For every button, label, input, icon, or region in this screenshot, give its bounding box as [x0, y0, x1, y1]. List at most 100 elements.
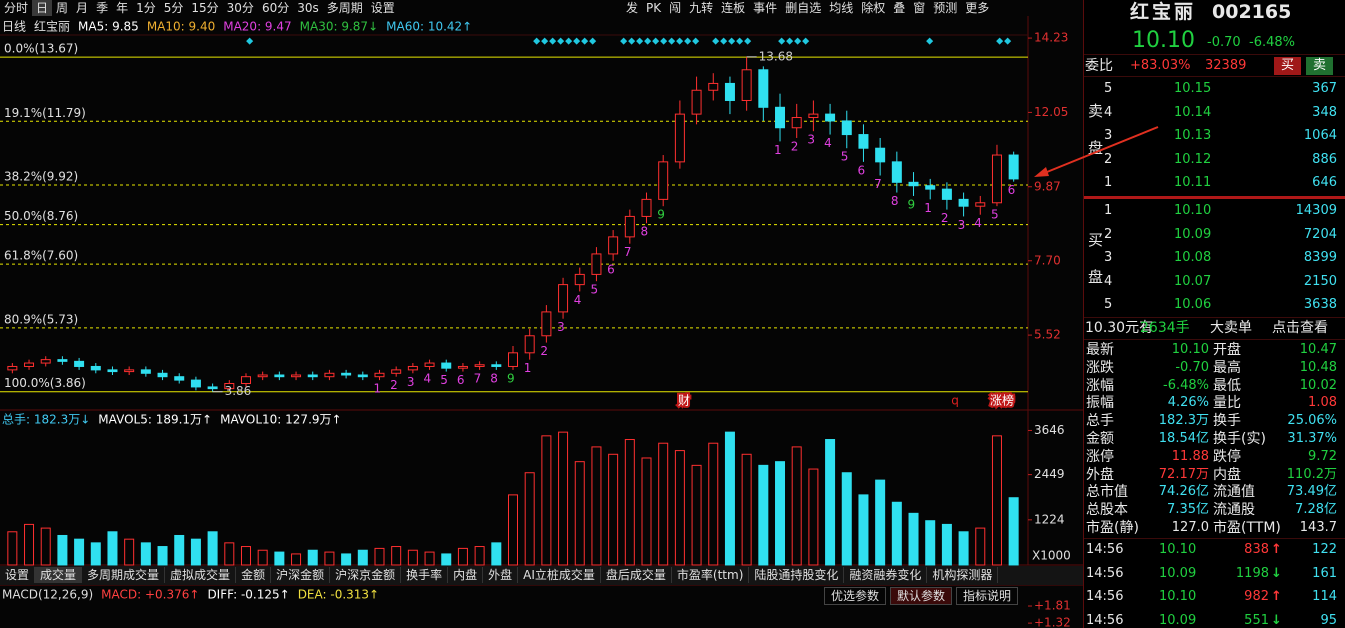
wei-bi: +83.03% [1130, 58, 1191, 73]
candle-body [107, 369, 118, 373]
indicator-tab[interactable]: 融资融券变化 [844, 567, 928, 583]
divider [1084, 196, 1345, 199]
stat-value: 74.26亿 [1158, 484, 1209, 500]
period-tab[interactable]: 设置 [370, 1, 395, 15]
fib-label: 0.0%(13.67) [4, 42, 78, 56]
indicator-button[interactable]: 优选参数 [824, 587, 887, 605]
tick-price: 10.10 [1159, 589, 1197, 604]
action-button[interactable]: 均线 [829, 1, 854, 15]
volume-bar [991, 435, 1002, 566]
indicator-tab[interactable]: 机构探测器 [927, 567, 999, 583]
stat-value: 143.7 [1299, 520, 1337, 535]
period-tab[interactable]: 分时 [4, 1, 29, 15]
indicator-tab[interactable]: 市盈率(ttm) [672, 567, 750, 583]
indicator-tab[interactable]: 换手率 [401, 567, 449, 583]
action-button[interactable]: 事件 [753, 1, 778, 15]
period-tab[interactable]: 日 [32, 0, 53, 16]
buy-button[interactable]: 买 [1274, 57, 1302, 75]
candle-body [157, 372, 168, 378]
indicator-tab[interactable]: 金额 [236, 567, 272, 583]
indicator-tab[interactable]: 成交量 [35, 567, 83, 583]
action-button[interactable]: 连板 [721, 1, 746, 15]
candle-body [791, 117, 802, 129]
period-tab[interactable]: 5分 [163, 1, 184, 15]
action-button[interactable]: PK [646, 1, 662, 15]
td-count: 5 [440, 373, 448, 387]
volume-bar [558, 431, 569, 566]
volume-bar [190, 538, 201, 566]
level: 2 [1104, 226, 1113, 242]
candle-body [74, 360, 85, 367]
fib-label: 19.1%(11.79) [4, 106, 86, 120]
volume-bar [908, 512, 919, 566]
action-button[interactable]: 叠 [893, 1, 906, 15]
indicator-tab[interactable]: 陆股通持股变化 [749, 567, 845, 583]
indicator-button[interactable]: 默认参数 [890, 587, 953, 605]
sell-button[interactable]: 卖 [1306, 57, 1334, 75]
period-tab[interactable]: 60分 [261, 1, 290, 15]
volume-bar [57, 534, 68, 566]
indicator-tab[interactable]: 盘后成交量 [601, 567, 672, 583]
max-label: 13.68 [759, 49, 793, 63]
period-bar: 分时日周月季年 1分 5分 15分 30分 60分 30s 多周期 设置 [0, 0, 399, 16]
big-order[interactable]: 点击查看 [1272, 320, 1328, 336]
period-tab[interactable]: 月 [76, 1, 89, 15]
period-tab[interactable]: 周 [56, 1, 69, 15]
indicator-tab[interactable]: 虚拟成交量 [165, 567, 237, 583]
volume-legend: 总手: 182.3万↓ [2, 413, 90, 427]
action-button[interactable]: 预测 [933, 1, 958, 15]
level: 1 [1104, 203, 1113, 218]
indicator-tab[interactable]: 设置 [0, 567, 36, 583]
tick-arrow: ↑ [1271, 589, 1282, 604]
stat-label: 换手 [1213, 413, 1241, 430]
action-button[interactable]: 九转 [689, 1, 714, 15]
td-count: 9 [908, 197, 916, 211]
volume-bar [240, 546, 251, 566]
indicator-tab[interactable]: 内盘 [448, 567, 484, 583]
stat-value: -0.70 [1175, 359, 1209, 375]
candle-body [40, 359, 51, 364]
stat-label: 跌停 [1213, 448, 1241, 465]
indicator-tab[interactable]: 沪深京金额 [330, 567, 402, 583]
period-tab[interactable]: 季 [96, 1, 109, 15]
ask-volume: 367 [1312, 81, 1337, 96]
stat-label: 最新 [1086, 342, 1114, 358]
stat-label: 换手(实) [1213, 431, 1266, 447]
volume-bar [674, 450, 685, 566]
big-order: 大卖单 [1210, 320, 1252, 336]
candle-body [891, 161, 902, 183]
action-button[interactable]: 删自选 [785, 1, 822, 15]
action-button[interactable]: 闯 [669, 1, 682, 15]
stat-value: 18.54亿 [1158, 431, 1209, 446]
candle-body [307, 374, 318, 378]
period-tab[interactable]: 15分 [191, 1, 219, 15]
period-tab[interactable]: 1分 [136, 1, 156, 15]
candle-body [574, 273, 585, 286]
indicator-tab[interactable]: 多周期成交量 [82, 567, 166, 583]
candle-body [407, 365, 418, 371]
period-tab[interactable]: 30分 [226, 1, 254, 15]
indicator-tab[interactable]: 外盘 [483, 567, 519, 583]
stat-label: 市盈(静) [1086, 520, 1139, 536]
stat-label: 涨幅 [1086, 377, 1114, 394]
candle-body [291, 374, 302, 378]
td-count: 9 [657, 208, 665, 222]
action-button[interactable]: 更多 [965, 1, 990, 15]
indicator-tab[interactable]: AI立桩成交量 [518, 567, 601, 583]
candle-body [257, 374, 268, 378]
action-button[interactable]: 窗 [913, 1, 926, 15]
td-count: 4 [974, 216, 982, 230]
y-tick-label: 7.70 [1034, 253, 1061, 267]
candle-body [524, 335, 535, 354]
action-button[interactable]: 除权 [861, 1, 886, 15]
tick-time: 14:56 [1086, 589, 1124, 604]
period-tab[interactable]: 30s [297, 1, 319, 15]
action-button[interactable]: 发 [626, 1, 639, 15]
period-tab[interactable]: 多周期 [326, 1, 363, 15]
period-tab[interactable]: 年 [116, 1, 129, 15]
volume-legend: MAVOL10: 127.9万↑ [220, 413, 341, 427]
indicator-tab[interactable]: 沪深金额 [271, 567, 331, 583]
indicator-button[interactable]: 指标说明 [956, 587, 1019, 605]
volume-bar [257, 549, 268, 566]
